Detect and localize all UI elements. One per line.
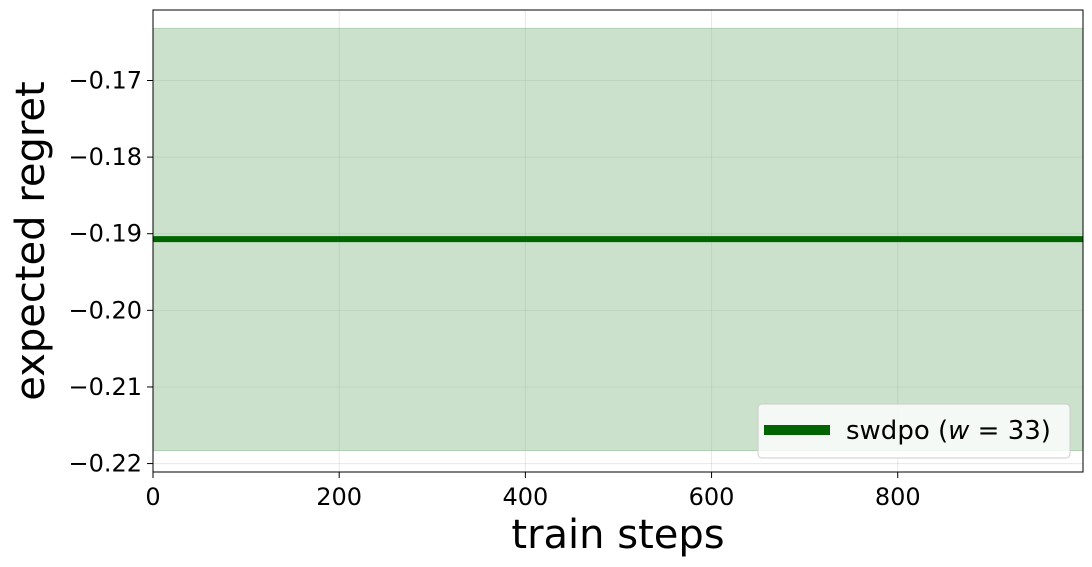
y-tick-label: −0.17	[68, 66, 142, 94]
legend-label-suffix: = 33)	[969, 416, 1051, 446]
x-tick-label: 0	[145, 483, 160, 511]
y-tick-label: −0.19	[68, 220, 142, 248]
legend-label-prefix: swdpo (	[846, 416, 948, 446]
legend-label: swdpo (w = 33)	[846, 416, 1051, 446]
y-axis-title: expected regret	[8, 81, 54, 400]
x-tick-label: 400	[502, 483, 548, 511]
legend-box	[757, 403, 1071, 459]
y-tick-label: −0.18	[68, 143, 142, 171]
y-tick-label: −0.20	[68, 296, 142, 324]
x-tick-label: 600	[689, 483, 735, 511]
legend: swdpo (w = 33)	[757, 403, 1071, 459]
x-axis-title: train steps	[511, 512, 724, 558]
legend-label-var: w	[948, 416, 970, 446]
x-tick-label: 800	[875, 483, 921, 511]
y-axis-ticks: −0.17 −0.18 −0.19 −0.20 −0.21 −0.22	[68, 66, 153, 478]
y-tick-label: −0.22	[68, 450, 142, 478]
plot-frame	[152, 9, 1084, 473]
x-tick-label: 200	[316, 483, 362, 511]
y-tick-label: −0.21	[68, 373, 142, 401]
x-axis-ticks: 0 200 400 600 800	[145, 472, 921, 511]
